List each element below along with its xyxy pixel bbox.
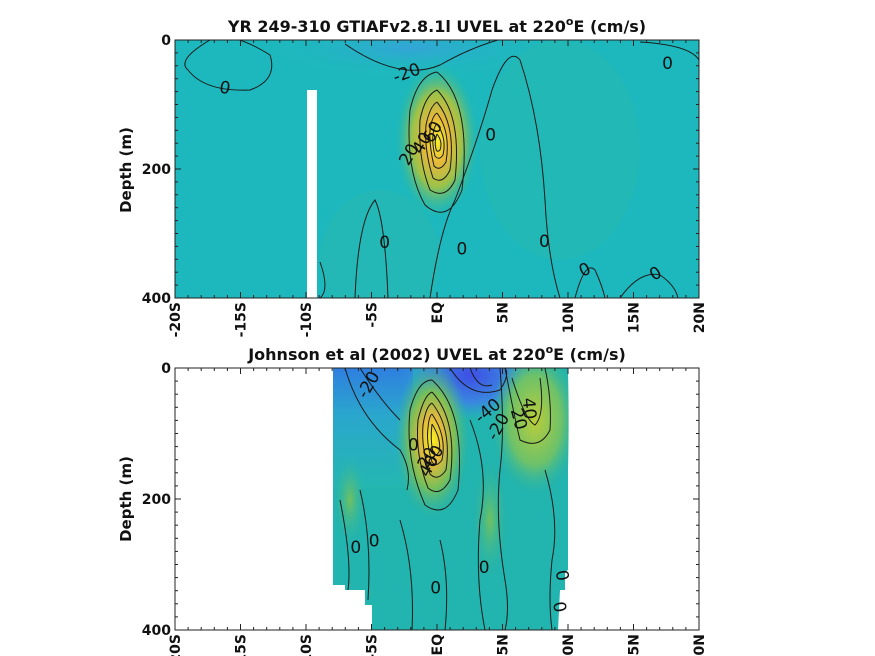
contour-label: 0: [485, 125, 496, 145]
top-title: YR 249-310 GTIAFv2.8.1l UVEL at 220oE (c…: [227, 15, 646, 36]
x-tick-label: 20N: [692, 302, 708, 333]
contour-label: 0: [369, 532, 380, 552]
contour-label: 0: [456, 240, 467, 260]
contour-label: 0: [350, 538, 361, 558]
y-tick-label: 200: [142, 162, 171, 178]
top-y-axis-label: Depth (m): [117, 127, 135, 213]
top-y-ticks: 0 200 400: [142, 33, 699, 307]
x-tick-label: 5N: [496, 634, 512, 655]
bottom-y-axis-label: Depth (m): [117, 456, 135, 542]
bottom-contours: [339, 368, 556, 630]
y-tick-label: 400: [142, 623, 171, 639]
contour-label: 0: [408, 435, 419, 455]
x-tick-label: -10S: [299, 302, 315, 337]
bottom-title: Johnson et al (2002) UVEL at 220oE (cm/s…: [247, 343, 626, 364]
x-tick-label: 15N: [627, 302, 643, 333]
top-panel: YR 249-310 GTIAFv2.8.1l UVEL at 220oE (c…: [117, 15, 708, 337]
top-contours: [184, 40, 699, 298]
x-tick-label: -15S: [234, 302, 250, 337]
contour-label: 0: [430, 579, 441, 599]
x-tick-label: -10S: [299, 634, 315, 656]
x-tick-label: 15N: [627, 634, 643, 656]
x-tick-label: -20S: [168, 634, 184, 656]
top-field: [175, 40, 699, 298]
y-tick-label: 200: [142, 492, 171, 508]
x-tick-label: 20N: [692, 634, 708, 656]
contour-label: 0: [548, 600, 570, 614]
x-tick-label: 10N: [561, 634, 577, 656]
contour-label: 0: [379, 233, 390, 253]
y-tick-label: 0: [161, 361, 171, 377]
bottom-panel: Johnson et al (2002) UVEL at 220oE (cm/s…: [117, 343, 708, 656]
x-tick-label: -5S: [365, 302, 381, 328]
x-tick-label: EQ: [430, 302, 446, 324]
y-tick-label: 400: [142, 291, 171, 307]
x-tick-label: EQ: [430, 634, 446, 656]
bottom-data-gap-east: [569, 368, 699, 630]
contour-label: 0: [662, 54, 673, 74]
y-tick-label: 0: [161, 33, 171, 49]
bottom-field: [333, 368, 699, 630]
contour-label: 0: [479, 558, 490, 578]
x-tick-label: -15S: [234, 634, 250, 656]
top-x-ticks: -20S -15S -10S -5S EQ 5N 10N 15N 20N: [168, 40, 708, 337]
contour-label: 0: [539, 232, 550, 252]
bottom-x-ticks: -20S -15S -10S -5S EQ 5N 10N 15N 20N: [168, 368, 708, 656]
x-tick-label: 5N: [496, 302, 512, 323]
contour-label: 40: [518, 397, 540, 420]
contour-label: 0: [551, 569, 573, 583]
x-tick-label: -5S: [365, 634, 381, 656]
top-data-gap: [307, 90, 317, 298]
x-tick-label: -20S: [168, 302, 184, 337]
contour-label: 0: [218, 78, 232, 100]
x-tick-label: 10N: [561, 302, 577, 333]
